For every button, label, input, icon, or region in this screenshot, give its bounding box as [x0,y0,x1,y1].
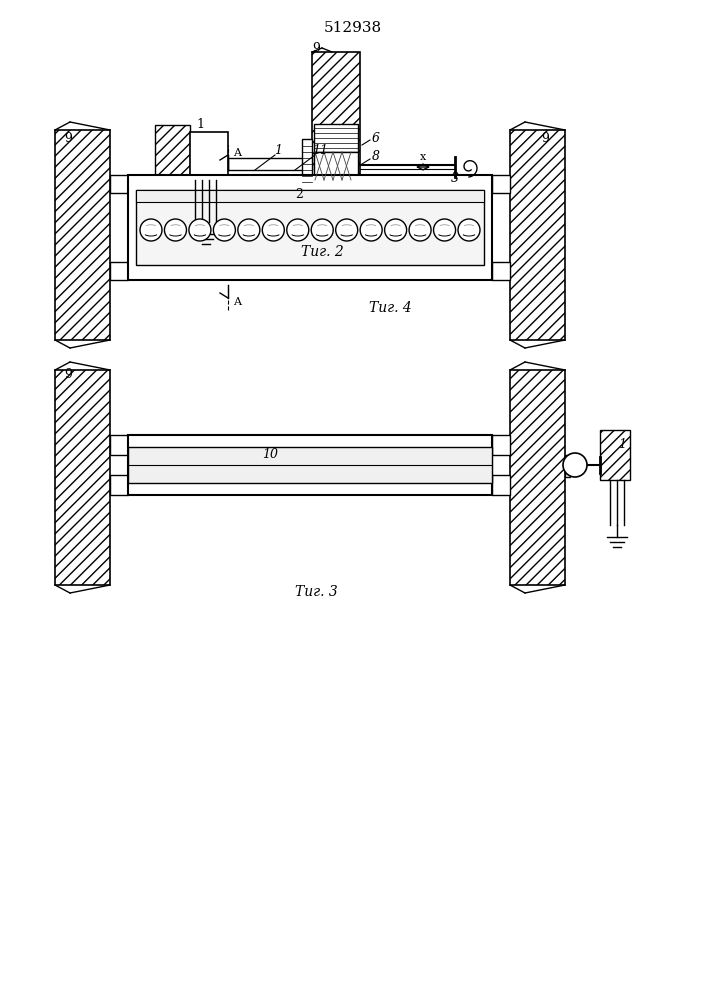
Text: 9: 9 [64,131,72,144]
Text: Τиг. 2: Τиг. 2 [300,245,344,259]
Circle shape [336,219,358,241]
Bar [55,370,110,585]
Bar [302,139,312,187]
Text: 1: 1 [274,143,282,156]
Bar [110,175,128,193]
Bar [128,447,492,483]
Bar [565,455,570,477]
Text: 9: 9 [541,131,549,144]
Text: 2: 2 [295,188,303,202]
Circle shape [433,219,455,241]
Text: 6: 6 [372,131,380,144]
Text: Τиг. 4: Τиг. 4 [368,301,411,315]
Circle shape [189,219,211,241]
Bar [128,175,492,280]
Bar [492,475,510,495]
Circle shape [165,219,187,241]
Bar [314,152,358,180]
Text: x: x [420,152,426,162]
Circle shape [238,219,260,241]
Text: A: A [233,148,241,158]
Bar [136,190,484,202]
Bar [314,124,358,152]
Circle shape [140,219,162,241]
Bar [128,435,492,495]
Circle shape [360,219,382,241]
Bar [110,435,128,455]
Text: 9: 9 [64,368,72,381]
Text: 8: 8 [372,150,380,163]
Bar [510,370,565,585]
Bar [492,262,510,280]
Bar [600,430,630,480]
Text: 512938: 512938 [324,21,382,35]
Bar [510,130,565,340]
Text: Τиг. 3: Τиг. 3 [295,585,337,599]
Text: 11: 11 [312,143,328,156]
Circle shape [287,219,309,241]
Circle shape [563,453,587,477]
Circle shape [385,219,407,241]
Bar [190,132,228,180]
Bar [55,130,110,340]
Bar [312,230,360,242]
Circle shape [214,219,235,241]
Bar [110,475,128,495]
Bar [228,158,312,170]
Text: A: A [233,297,241,307]
Text: 1: 1 [618,438,626,452]
Text: 1: 1 [196,118,204,131]
Bar [312,52,360,242]
Bar [110,262,128,280]
Text: 10: 10 [262,448,278,462]
Text: 9: 9 [312,42,320,55]
Circle shape [458,219,480,241]
Text: 3: 3 [451,172,459,186]
Bar [136,190,484,265]
Bar [492,435,510,455]
Circle shape [262,219,284,241]
Bar [492,175,510,193]
Circle shape [409,219,431,241]
Circle shape [311,219,333,241]
Bar [155,125,190,180]
